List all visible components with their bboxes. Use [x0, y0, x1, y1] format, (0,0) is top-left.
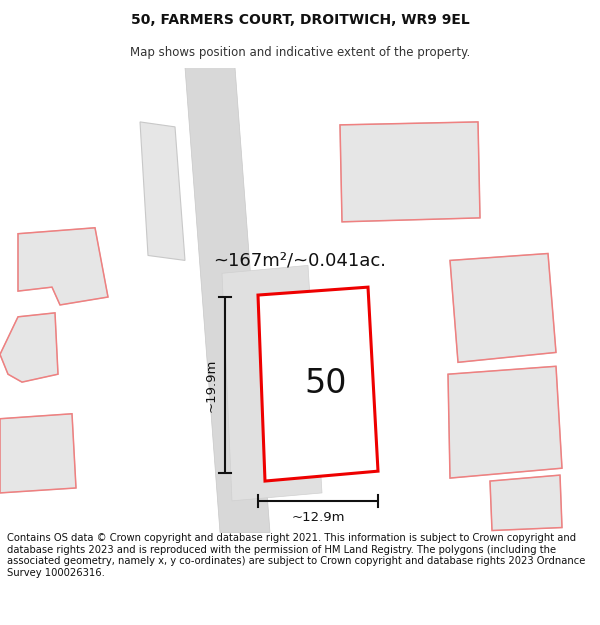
- Text: ~19.9m: ~19.9m: [205, 358, 218, 412]
- Text: ~167m²/~0.041ac.: ~167m²/~0.041ac.: [214, 251, 386, 269]
- Polygon shape: [0, 414, 76, 493]
- Polygon shape: [18, 228, 108, 305]
- Text: ~12.9m: ~12.9m: [291, 511, 345, 524]
- Polygon shape: [185, 68, 270, 532]
- Polygon shape: [258, 287, 378, 481]
- Text: 50: 50: [304, 367, 347, 400]
- Polygon shape: [222, 266, 322, 501]
- Polygon shape: [448, 366, 562, 478]
- Polygon shape: [340, 122, 480, 222]
- Text: 50, FARMERS COURT, DROITWICH, WR9 9EL: 50, FARMERS COURT, DROITWICH, WR9 9EL: [131, 13, 469, 28]
- Polygon shape: [0, 313, 58, 382]
- Text: Map shows position and indicative extent of the property.: Map shows position and indicative extent…: [130, 46, 470, 59]
- Polygon shape: [450, 254, 556, 362]
- Polygon shape: [490, 475, 562, 531]
- Text: Contains OS data © Crown copyright and database right 2021. This information is : Contains OS data © Crown copyright and d…: [7, 533, 586, 578]
- Polygon shape: [140, 122, 185, 261]
